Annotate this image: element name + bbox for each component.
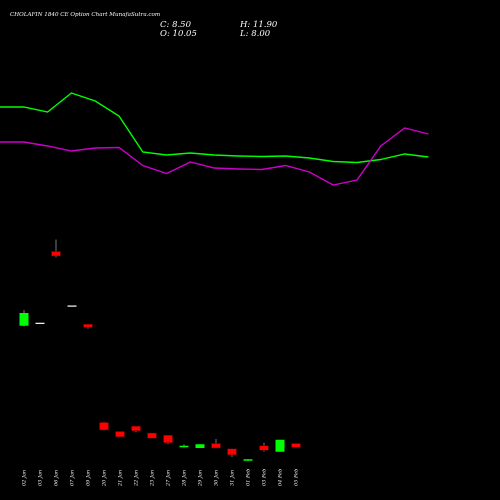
x-axis-tick-label: 29 Jan <box>198 470 204 487</box>
candle-body <box>275 439 285 452</box>
x-axis-tick-label: 31 Jan <box>230 470 236 486</box>
candle-body <box>243 459 253 461</box>
candle-body <box>83 324 93 328</box>
x-axis-labels: 02 Jan 03 Jan 06 Jan 07 Jan 09 Jan 20 Jan 21 J… <box>22 469 300 487</box>
close-price-label: C: 8.50 <box>160 20 192 30</box>
candle <box>259 442 269 452</box>
x-axis-tick-label: 23 Jan <box>150 470 156 487</box>
candle <box>163 435 173 445</box>
x-axis-tick-label: 04 Feb <box>278 469 284 486</box>
candle-body <box>67 305 77 307</box>
indicator-lines <box>0 92 429 186</box>
x-axis-tick-label: 01 Feb <box>246 469 252 486</box>
candle-body <box>131 426 141 431</box>
x-axis-tick-label: 03 Jan <box>38 470 44 486</box>
candle <box>115 431 125 437</box>
x-axis-tick-label: 07 Jan <box>70 470 76 486</box>
candle-body <box>115 431 125 437</box>
candle-body <box>163 435 173 443</box>
candle <box>291 443 301 448</box>
candle <box>83 324 93 329</box>
candles-group <box>19 239 301 461</box>
series-line-1 <box>0 92 429 164</box>
candle-body <box>195 444 205 448</box>
x-axis-tick-label: 06 Jan <box>54 470 60 486</box>
candle <box>131 426 141 433</box>
candle <box>227 448 237 457</box>
candle-body <box>99 422 109 431</box>
series-line-2 <box>0 127 429 186</box>
x-axis-tick-label: 20 Jan <box>102 470 108 487</box>
candle-body <box>19 313 29 326</box>
x-axis-tick-label: 27 Jan <box>166 470 172 487</box>
candle-body <box>259 445 269 451</box>
candle <box>179 444 189 448</box>
chart-title: CHOLAFIN 1840 CE Option Chart MunafaSutr… <box>10 12 160 18</box>
candle <box>19 310 29 327</box>
candle <box>195 444 205 448</box>
x-axis-tick-label: 09 Jan <box>86 470 92 486</box>
candle <box>275 439 285 452</box>
x-axis-tick-label: 02 Jan <box>22 470 28 486</box>
high-price-label: H: 11.90 <box>239 20 278 30</box>
candle <box>211 439 221 449</box>
candle <box>147 432 157 439</box>
low-price-label: L: 8.00 <box>239 29 271 39</box>
candle-body <box>211 443 221 449</box>
x-axis-tick-label: 03 Feb <box>262 469 268 486</box>
x-axis-tick-label: 22 Jan <box>134 470 140 487</box>
candle-body <box>179 445 189 448</box>
candle-body <box>227 448 237 455</box>
open-price-label: O: 10.05 <box>160 29 197 39</box>
x-axis-tick-label: 30 Jan <box>214 470 220 486</box>
candle <box>35 322 45 324</box>
candle <box>99 421 109 431</box>
x-axis-tick-label: 28 Jan <box>182 470 188 487</box>
candle-body <box>51 251 61 257</box>
candle-body <box>35 322 45 324</box>
candle-body <box>147 432 157 439</box>
x-axis-tick-label: 21 Jan <box>118 470 124 487</box>
x-axis-tick-label: 05 Feb <box>294 469 300 486</box>
candle <box>51 239 61 258</box>
candle <box>67 305 77 307</box>
candle-body <box>291 443 301 448</box>
candle <box>243 459 253 461</box>
